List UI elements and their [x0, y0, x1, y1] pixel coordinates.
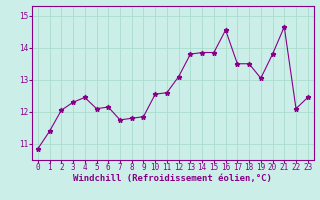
X-axis label: Windchill (Refroidissement éolien,°C): Windchill (Refroidissement éolien,°C) — [73, 174, 272, 183]
